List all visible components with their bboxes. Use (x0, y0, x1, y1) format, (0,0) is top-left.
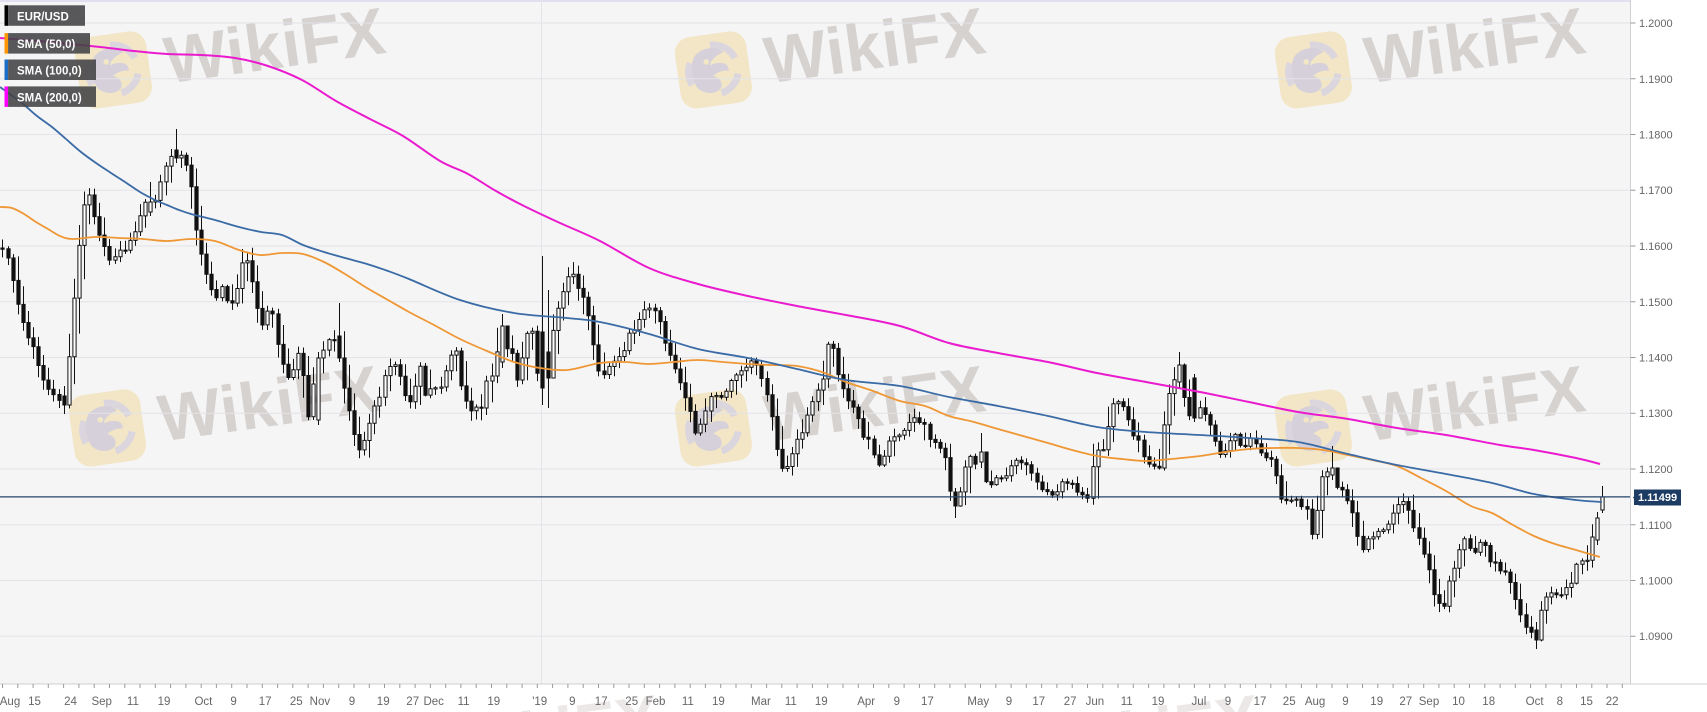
svg-text:17: 17 (1032, 696, 1045, 708)
svg-text:Apr: Apr (857, 696, 875, 708)
svg-text:22: 22 (1606, 696, 1619, 708)
svg-text:25: 25 (625, 696, 638, 708)
svg-text:1.1900: 1.1900 (1639, 74, 1673, 86)
svg-text:11: 11 (682, 696, 694, 708)
svg-text:25: 25 (1283, 696, 1296, 708)
svg-text:1.1100: 1.1100 (1639, 520, 1672, 532)
svg-text:1.1700: 1.1700 (1639, 185, 1673, 197)
svg-text:SMA (50,0): SMA (50,0) (17, 39, 76, 51)
svg-text:19: 19 (158, 696, 171, 708)
svg-text:19: 19 (1152, 696, 1165, 708)
svg-text:17: 17 (921, 696, 934, 708)
svg-text:27: 27 (1399, 696, 1412, 708)
svg-text:1.1400: 1.1400 (1639, 353, 1673, 365)
svg-text:11: 11 (1121, 696, 1133, 708)
svg-text:Feb: Feb (646, 696, 666, 708)
svg-text:11: 11 (458, 696, 470, 708)
svg-text:24: 24 (64, 696, 77, 708)
svg-text:17: 17 (259, 696, 272, 708)
svg-text:19: 19 (815, 696, 828, 708)
svg-text:18: 18 (1482, 696, 1495, 708)
svg-text:19: 19 (712, 696, 725, 708)
svg-text:Mar: Mar (751, 696, 771, 708)
svg-text:27: 27 (1064, 696, 1077, 708)
svg-text:Jun: Jun (1086, 696, 1105, 708)
svg-text:Aug: Aug (1305, 696, 1325, 708)
svg-text:Oct: Oct (1526, 696, 1545, 708)
svg-text:Oct: Oct (194, 696, 213, 708)
svg-text:1.0900: 1.0900 (1639, 631, 1673, 643)
svg-text:1.2000: 1.2000 (1639, 18, 1673, 30)
svg-text:9: 9 (349, 696, 355, 708)
svg-text:1.1200: 1.1200 (1639, 464, 1673, 476)
svg-text:9: 9 (1225, 696, 1231, 708)
svg-text:10: 10 (1452, 696, 1465, 708)
svg-text:17: 17 (595, 696, 608, 708)
svg-text:1.11499: 1.11499 (1638, 492, 1677, 504)
svg-text:EUR/USD: EUR/USD (17, 11, 69, 23)
svg-text:15: 15 (28, 696, 41, 708)
svg-text:9: 9 (569, 696, 575, 708)
svg-text:1.1600: 1.1600 (1639, 241, 1673, 253)
svg-text:Nov: Nov (310, 696, 331, 708)
svg-text:Sep: Sep (91, 696, 111, 708)
svg-text:SMA (100,0): SMA (100,0) (17, 66, 82, 78)
svg-text:Jul: Jul (1192, 696, 1207, 708)
svg-text:8: 8 (1557, 696, 1563, 708)
svg-text:19: 19 (377, 696, 390, 708)
svg-text:9: 9 (1006, 696, 1012, 708)
svg-text:Aug: Aug (0, 696, 20, 708)
svg-text:11: 11 (785, 696, 797, 708)
svg-text:1.1800: 1.1800 (1639, 130, 1673, 142)
svg-text:19: 19 (1370, 696, 1383, 708)
svg-text:May: May (967, 696, 989, 708)
svg-text:15: 15 (1580, 696, 1593, 708)
svg-text:9: 9 (894, 696, 900, 708)
svg-text:SMA (200,0): SMA (200,0) (17, 92, 82, 104)
svg-text:25: 25 (290, 696, 303, 708)
svg-text:1.1000: 1.1000 (1639, 576, 1673, 588)
svg-text:9: 9 (1342, 696, 1348, 708)
svg-text:27: 27 (406, 696, 419, 708)
svg-text:'19: '19 (532, 696, 547, 708)
svg-text:17: 17 (1254, 696, 1267, 708)
svg-text:9: 9 (230, 696, 236, 708)
svg-text:11: 11 (127, 696, 139, 708)
svg-text:1.1500: 1.1500 (1639, 297, 1673, 309)
svg-text:1.1300: 1.1300 (1639, 408, 1673, 420)
svg-text:Dec: Dec (423, 696, 444, 708)
svg-text:Sep: Sep (1419, 696, 1439, 708)
svg-text:19: 19 (487, 696, 500, 708)
